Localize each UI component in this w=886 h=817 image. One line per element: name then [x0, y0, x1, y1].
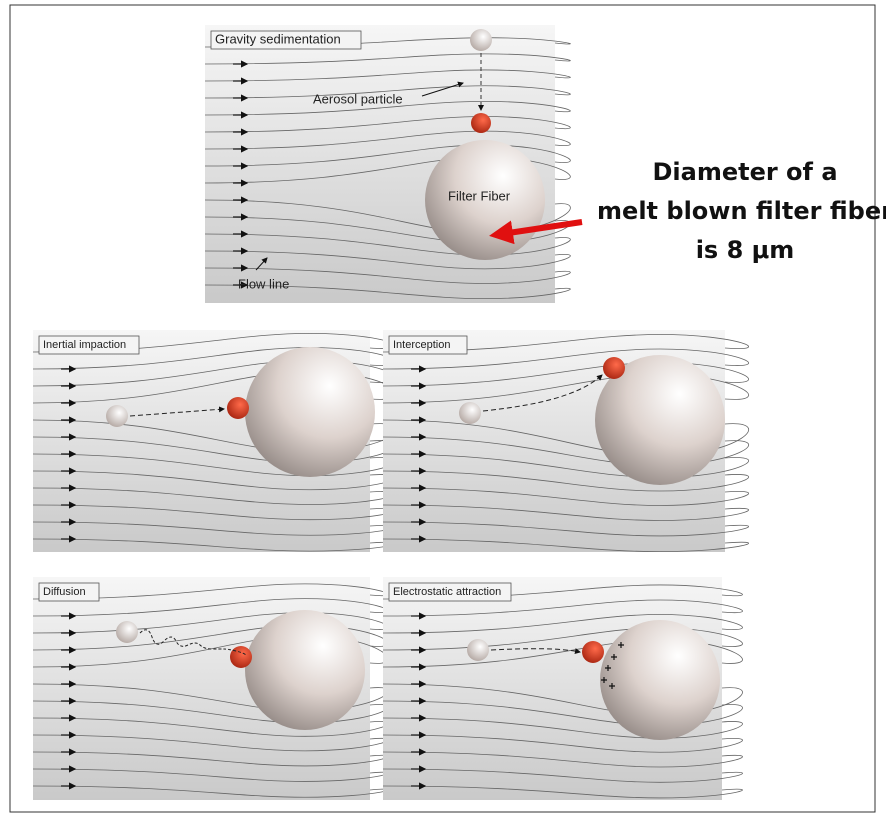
panel: Gravity sedimentation Aerosol particle Fil…: [205, 25, 570, 303]
aerosol-particle: [106, 405, 128, 427]
annotation-line: is 8 μm: [696, 236, 795, 264]
captured-particle: [582, 641, 604, 663]
annotation-line: Diameter of a: [652, 158, 837, 186]
diagram: Gravity sedimentation Aerosol particle Fil…: [0, 0, 886, 817]
captured-particle: [230, 646, 252, 668]
panel: Diffusion: [33, 577, 389, 800]
fiber: [600, 620, 720, 740]
panel: Electrostatic attraction: [383, 577, 743, 800]
captured-particle: [227, 397, 249, 419]
label: Aerosol particle: [313, 91, 403, 106]
panels: Gravity sedimentation Aerosol particle Fil…: [33, 25, 749, 800]
panel: Interception: [383, 330, 749, 552]
panel-title: Gravity sedimentation: [215, 31, 341, 46]
captured-particle: [471, 113, 491, 133]
aerosol-particle: [459, 402, 481, 424]
captured-particle: [603, 357, 625, 379]
panel-title: Inertial impaction: [43, 339, 126, 351]
fiber: [245, 610, 365, 730]
label: Flow line: [238, 276, 289, 291]
aerosol-particle: [470, 29, 492, 51]
aerosol-particle: [467, 639, 489, 661]
panel-title: Electrostatic attraction: [393, 586, 501, 598]
annotation-line: melt blown filter fiber: [597, 197, 886, 225]
panel-title: Diffusion: [43, 586, 86, 598]
label: Filter Fiber: [448, 188, 511, 203]
fiber: [245, 347, 375, 477]
panel: Inertial impaction: [33, 330, 397, 552]
aerosol-particle: [116, 621, 138, 643]
panel-title: Interception: [393, 339, 450, 351]
page: Gravity sedimentation Aerosol particle Fil…: [0, 0, 886, 817]
